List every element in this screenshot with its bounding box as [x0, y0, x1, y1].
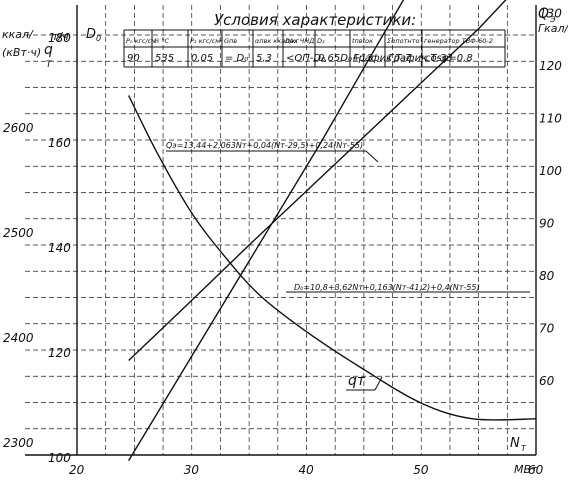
table-value-cell: График Т-33 [388, 53, 453, 64]
chart-grid [25, 5, 536, 455]
qe-formula: Qэ=13,44+2,063Nт+0,04(Nт-29,5)+0,24(Nт-5… [166, 141, 363, 150]
heat-tick-label: 80 [539, 269, 555, 283]
heat-rate-unit-top: ккал/ [2, 28, 34, 41]
table-header-cell: αпвк ккал/кг [255, 37, 299, 45]
flow-axis-label: D [86, 27, 96, 42]
table-header-cell: Gпв [224, 37, 237, 45]
table-value-cell: 90 [127, 53, 140, 64]
qt-label: qт [348, 373, 366, 389]
x-tick-label: 60 [528, 463, 544, 477]
heat-rate-tick-label: 2500 [3, 226, 34, 240]
heat-axis-unit: Гкал/ч [538, 22, 568, 35]
heat-rate-tick-label: 2400 [3, 331, 34, 345]
heat-rate-axis-label: q [44, 42, 53, 58]
table-header-cell: tпвtок [352, 37, 373, 45]
flow-tick-label: 100 [48, 451, 71, 465]
table-value-cell: = D₀ [225, 53, 248, 64]
x-axis-title: N T МВт [510, 436, 538, 476]
heat-axis-subscript: Э [549, 15, 556, 24]
heat-tick-label: 130 [539, 7, 562, 21]
table-value-cell: <ОП-D₀ [286, 53, 325, 64]
heat-tick-label: 120 [539, 59, 562, 73]
left-axis-titles: ккал/ (кВт·ч) q Т т/ч D 0 [2, 27, 101, 70]
series-flow-line [128, 0, 405, 461]
tick-labels: 2030405060100120140160180200220240230024… [3, 7, 562, 478]
flow-tick-label: 180 [48, 31, 71, 45]
x-tick-label: 30 [184, 463, 200, 477]
heat-axis-label: Q [538, 6, 549, 22]
heat-rate-unit-bottom: (кВт·ч) [2, 46, 41, 59]
series-layer [128, 0, 537, 461]
table-header-cell: P₀ кгс/см² [126, 37, 159, 45]
flow-tick-label: 140 [48, 241, 71, 255]
series-heat_rate-line [128, 95, 537, 421]
table-header-cell: Σαпотнто [387, 37, 419, 45]
heat-tick-label: 100 [539, 164, 562, 178]
table-value-cell: cosφ=0,8 [425, 53, 473, 64]
table-value-cell: 0,65D₀+13 [318, 53, 373, 64]
heat-tick-label: 110 [539, 112, 562, 126]
table-header-cell: D₂ [317, 37, 325, 45]
x-axis-label: N [510, 436, 520, 451]
x-tick-label: 50 [413, 463, 429, 477]
heat-tick-label: 70 [539, 322, 555, 336]
flow-tick-label: 120 [48, 346, 71, 360]
x-axis-unit: МВт [514, 463, 538, 476]
right-axis-titles: Q Э Гкал/ч [538, 6, 568, 35]
x-tick-label: 20 [69, 463, 85, 477]
flow-axis-subscript: 0 [96, 34, 101, 43]
heat-rate-tick-label: 2300 [3, 436, 34, 450]
x-tick-label: 40 [299, 463, 315, 477]
heat-tick-label: 90 [539, 217, 555, 231]
heat-tick-label: 60 [539, 374, 555, 388]
table-value-cell: 5,3 [256, 53, 272, 64]
table-header-cell: генератор ТВФ-60-2 [424, 37, 493, 45]
annotations: Qэ=13,44+2,063Nт+0,04(Nт-29,5)+0,24(Nт-5… [166, 141, 530, 391]
series-heat-line [128, 0, 507, 362]
table-value-cell: 535 [155, 53, 174, 64]
table-value-cell: График Т-7 [353, 53, 412, 64]
flow-axis-unit: т/ч [52, 30, 69, 43]
table-value-cell: 0,05 [191, 53, 213, 64]
x-axis-subscript: T [521, 444, 527, 453]
table-header-cell: Dвх ЧНД [285, 37, 314, 45]
table-header-cell: P₂ кгс/см² [190, 37, 223, 45]
table-header-cell: t₀ °С [154, 37, 169, 45]
heat-rate-tick-label: 2600 [3, 121, 34, 135]
d0-formula: D₀=10,8+3,62Nт+0,163(Nт-41,2)+0,4(Nт-55) [294, 283, 480, 292]
heat-rate-axis-subscript: Т [46, 60, 53, 70]
table-title: Условия характеристики: [214, 11, 416, 29]
flow-tick-label: 160 [48, 136, 71, 150]
